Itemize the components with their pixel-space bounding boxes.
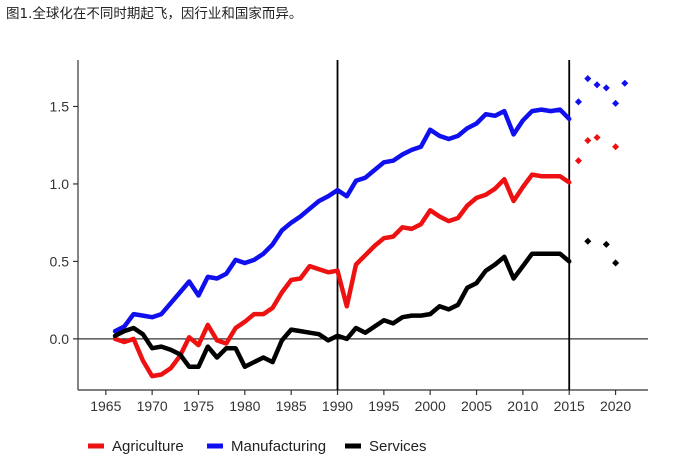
y-tick-label: 1.5 [50,98,70,114]
figure-caption: 图1.全球化在不同时期起飞，因行业和国家而异。 [6,6,303,22]
x-tick-label: 2000 [415,398,446,414]
series-line-manufacturing [112,107,572,334]
x-tick-label: 1990 [322,398,353,414]
legend: Agriculture Manufacturing Services [88,438,427,455]
projection-point-manufacturing [574,98,583,106]
projection-point-manufacturing [612,99,620,107]
x-tick-label: 1975 [183,398,214,414]
legend-label-manufacturing: Manufacturing [231,438,326,455]
x-tick-label: 2010 [507,398,538,414]
projection-point-manufacturing [602,84,610,92]
projection-point-agriculture [574,157,583,165]
x-tick-label: 2005 [461,398,492,414]
legend-label-services: Services [369,438,427,455]
projection-point-manufacturing [593,81,601,89]
series-line-agriculture [112,172,572,379]
projection-point-agriculture [612,143,620,151]
series-lines [112,75,629,379]
x-tick-label: 1995 [368,398,399,414]
projection-point-services [602,240,610,248]
projection-point-services [612,259,620,267]
projection-point-manufacturing [584,75,592,83]
projection-point-services [584,237,592,245]
x-tick-label: 1965 [90,398,121,414]
x-tick-label: 2015 [554,398,585,414]
projection-point-manufacturing [621,79,629,87]
legend-label-agriculture: Agriculture [112,438,184,455]
series-line-services [112,251,572,370]
x-tick-label: 1980 [229,398,260,414]
projection-point-agriculture [593,133,601,142]
x-tick-label: 1970 [137,398,168,414]
y-tick-label: 1.0 [50,176,70,192]
x-tick-label: 1985 [276,398,307,414]
y-tick-label: 0.0 [50,331,70,347]
projection-point-agriculture [584,137,592,145]
axes: 0.0 0.5 1.0 1.5 1965 1970 1975 1980 1985 1990 1995… [50,60,648,414]
y-tick-label: 0.5 [50,253,70,269]
x-tick-label: 2020 [600,398,631,414]
